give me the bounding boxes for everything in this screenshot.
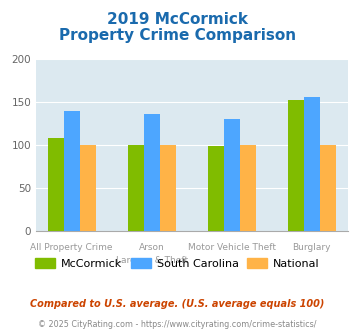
Text: © 2025 CityRating.com - https://www.cityrating.com/crime-statistics/: © 2025 CityRating.com - https://www.city…: [38, 320, 317, 329]
Bar: [48, 138, 64, 231]
Legend: McCormick, South Carolina, National: McCormick, South Carolina, National: [31, 254, 324, 273]
Bar: [240, 145, 256, 231]
Bar: [224, 118, 240, 231]
Text: Motor Vehicle Theft: Motor Vehicle Theft: [188, 243, 276, 251]
Bar: [80, 145, 95, 231]
Text: Larceny & Theft: Larceny & Theft: [116, 256, 188, 265]
Text: Property Crime Comparison: Property Crime Comparison: [59, 28, 296, 43]
Bar: [304, 97, 320, 231]
Bar: [144, 114, 160, 231]
Bar: [127, 145, 144, 231]
Text: All Property Crime: All Property Crime: [30, 243, 113, 251]
Bar: [208, 146, 224, 231]
Bar: [64, 111, 80, 231]
Text: Burglary: Burglary: [293, 243, 331, 251]
Text: 2019 McCormick: 2019 McCormick: [107, 12, 248, 26]
Bar: [160, 145, 176, 231]
Bar: [288, 100, 304, 231]
Bar: [320, 145, 336, 231]
Text: Compared to U.S. average. (U.S. average equals 100): Compared to U.S. average. (U.S. average …: [30, 299, 325, 309]
Text: Arson: Arson: [139, 243, 164, 251]
